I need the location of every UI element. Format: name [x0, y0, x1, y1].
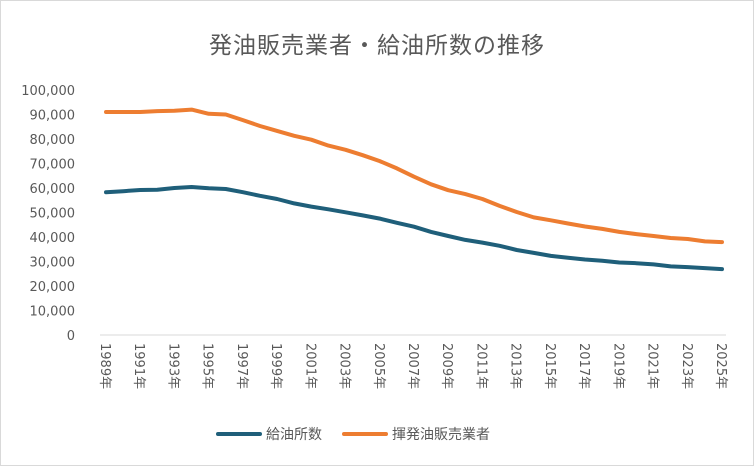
x-tick-label: 2019年 — [610, 343, 625, 389]
legend-label-0: 給油所数 — [266, 427, 322, 443]
x-tick-label: 1989年 — [97, 343, 112, 389]
x-tick-label: 1997年 — [234, 343, 249, 389]
x-tick-label: 2021年 — [645, 343, 660, 389]
legend-label-1: 揮発油販売業者 — [392, 427, 490, 443]
series-line-1 — [104, 107, 724, 245]
x-tick-label: 2015年 — [542, 343, 557, 389]
series-lines — [104, 107, 724, 272]
series-line-0 — [104, 185, 724, 272]
x-tick-label: 2009年 — [439, 343, 454, 389]
x-tick-label: 1995年 — [200, 343, 215, 389]
axes: 0 10,000 20,000 30,000 40,000 50,000 60,000 70,… — [21, 84, 728, 389]
y-tick-label: 80,000 — [30, 133, 76, 148]
x-tick-label: 2025年 — [713, 343, 728, 389]
y-tick-label: 90,000 — [30, 109, 76, 124]
x-tick-label: 1999年 — [268, 343, 283, 389]
y-tick-label: 60,000 — [30, 182, 76, 197]
y-tick-label: 0 — [67, 329, 75, 344]
y-tick-label: 100,000 — [21, 84, 75, 99]
y-tick-label: 20,000 — [30, 280, 76, 295]
x-tick-label: 1991年 — [131, 343, 146, 389]
y-tick-label: 10,000 — [30, 305, 76, 320]
x-tick-label: 2011年 — [473, 343, 488, 389]
y-tick-label: 50,000 — [30, 207, 76, 222]
x-tick-label: 2005年 — [371, 343, 386, 389]
legend: 給油所数 揮発油販売業者 — [216, 427, 490, 443]
x-tick-label: 2001年 — [302, 343, 317, 389]
y-tick-label: 40,000 — [30, 231, 76, 246]
x-tick-label: 2017年 — [576, 343, 591, 389]
x-tick-label: 2023年 — [679, 343, 694, 389]
y-tick-label: 70,000 — [30, 158, 76, 173]
y-tick-label: 30,000 — [30, 256, 76, 271]
x-tick-label: 2007年 — [405, 343, 420, 389]
chart-title: 発油販売業者・給油所数の推移 — [209, 33, 545, 59]
x-tick-label: 1993年 — [165, 343, 180, 389]
x-tick-label: 2013年 — [508, 343, 523, 389]
x-tick-label: 2003年 — [337, 343, 352, 389]
